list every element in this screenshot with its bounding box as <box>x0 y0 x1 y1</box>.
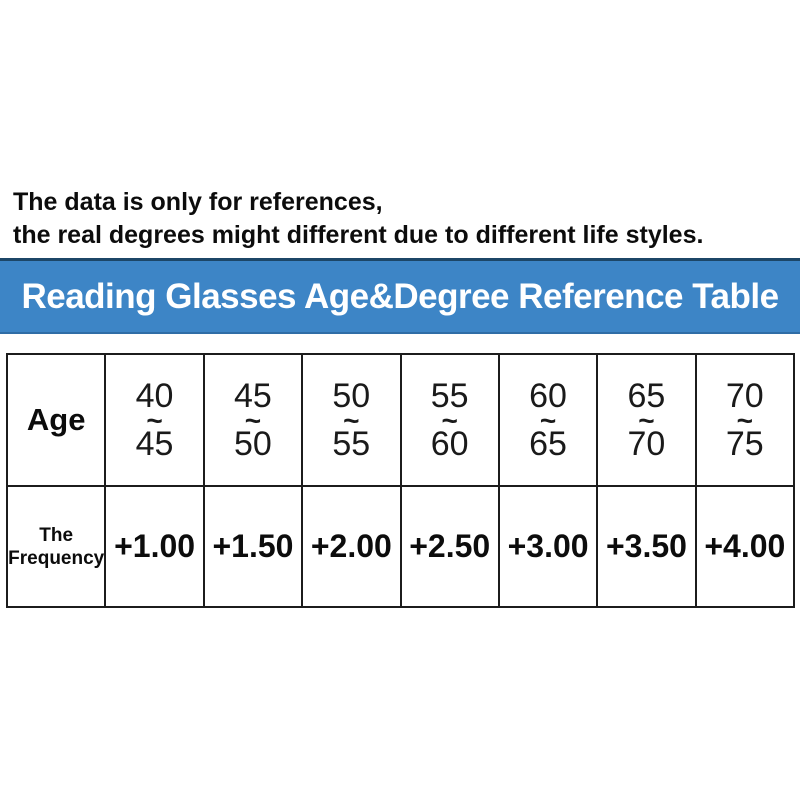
frequency-value: +4.00 <box>704 528 786 564</box>
age-to: 60 <box>430 424 469 463</box>
frequency-cell: +1.00 <box>104 485 205 608</box>
disclaimer-text: The data is only for references, the rea… <box>13 186 703 252</box>
range-separator: ~ <box>441 404 458 436</box>
age-range-cell: 50 ~ 55 <box>301 353 402 487</box>
frequency-cell: +4.00 <box>694 485 796 608</box>
range-separator: ~ <box>343 404 360 436</box>
disclaimer-line-1: The data is only for references, <box>13 188 383 216</box>
age-range-cell: 60 ~ 65 <box>497 353 599 487</box>
age-row-header: Age <box>26 402 86 437</box>
range-separator: ~ <box>244 404 262 436</box>
range-separator: ~ <box>638 404 655 436</box>
age-to: 55 <box>332 424 371 463</box>
age-to: 75 <box>725 424 764 463</box>
frequency-row-header-line-1: The <box>39 524 74 546</box>
frequency-value: +1.00 <box>114 528 196 564</box>
title-banner: Reading Glasses Age&Degree Reference Tab… <box>0 258 800 334</box>
page-title: Reading Glasses Age&Degree Reference Tab… <box>21 276 779 316</box>
age-from: 70 <box>725 376 764 415</box>
frequency-row-header-cell: The Frequency <box>5 485 107 608</box>
frequency-cell: +1.50 <box>202 485 304 608</box>
frequency-cell: +2.00 <box>301 485 402 608</box>
age-to: 70 <box>627 424 666 463</box>
range-separator: ~ <box>539 404 557 436</box>
age-to: 65 <box>529 424 567 463</box>
age-range-cell: 65 ~ 70 <box>596 353 697 487</box>
age-degree-reference-table: Age 40 ~ 45 45 ~ 50 50 ~ 55 55 ~ 60 <box>5 353 796 608</box>
frequency-value: +2.00 <box>310 528 392 564</box>
frequency-cell: +3.50 <box>596 485 697 608</box>
range-separator: ~ <box>146 404 163 436</box>
age-range-cell: 70 ~ 75 <box>694 353 796 487</box>
frequency-cell: +3.00 <box>497 485 599 608</box>
age-from: 45 <box>234 376 272 415</box>
age-row-header-cell: Age <box>5 353 107 487</box>
age-from: 40 <box>135 376 174 415</box>
frequency-value: +2.50 <box>409 528 491 564</box>
frequency-value: +3.00 <box>507 528 589 564</box>
age-row: Age 40 ~ 45 45 ~ 50 50 ~ 55 55 ~ 60 <box>5 353 796 487</box>
age-from: 55 <box>430 376 469 415</box>
frequency-row: The Frequency +1.00 +1.50 +2.00 +2.50 +3… <box>5 485 796 608</box>
age-range-cell: 55 ~ 60 <box>399 353 500 487</box>
frequency-value: +3.50 <box>605 528 687 564</box>
age-to: 45 <box>135 424 174 463</box>
age-from: 65 <box>627 376 666 415</box>
disclaimer-line-2: the real degrees might different due to … <box>13 221 704 249</box>
age-range-cell: 40 ~ 45 <box>104 353 205 487</box>
age-to: 50 <box>234 424 272 463</box>
age-from: 50 <box>332 376 371 415</box>
frequency-value: +1.50 <box>212 528 294 564</box>
frequency-row-header-line-2: Frequency <box>8 547 105 569</box>
age-from: 60 <box>529 376 567 415</box>
age-range-cell: 45 ~ 50 <box>202 353 304 487</box>
range-separator: ~ <box>736 404 753 436</box>
frequency-cell: +2.50 <box>399 485 500 608</box>
